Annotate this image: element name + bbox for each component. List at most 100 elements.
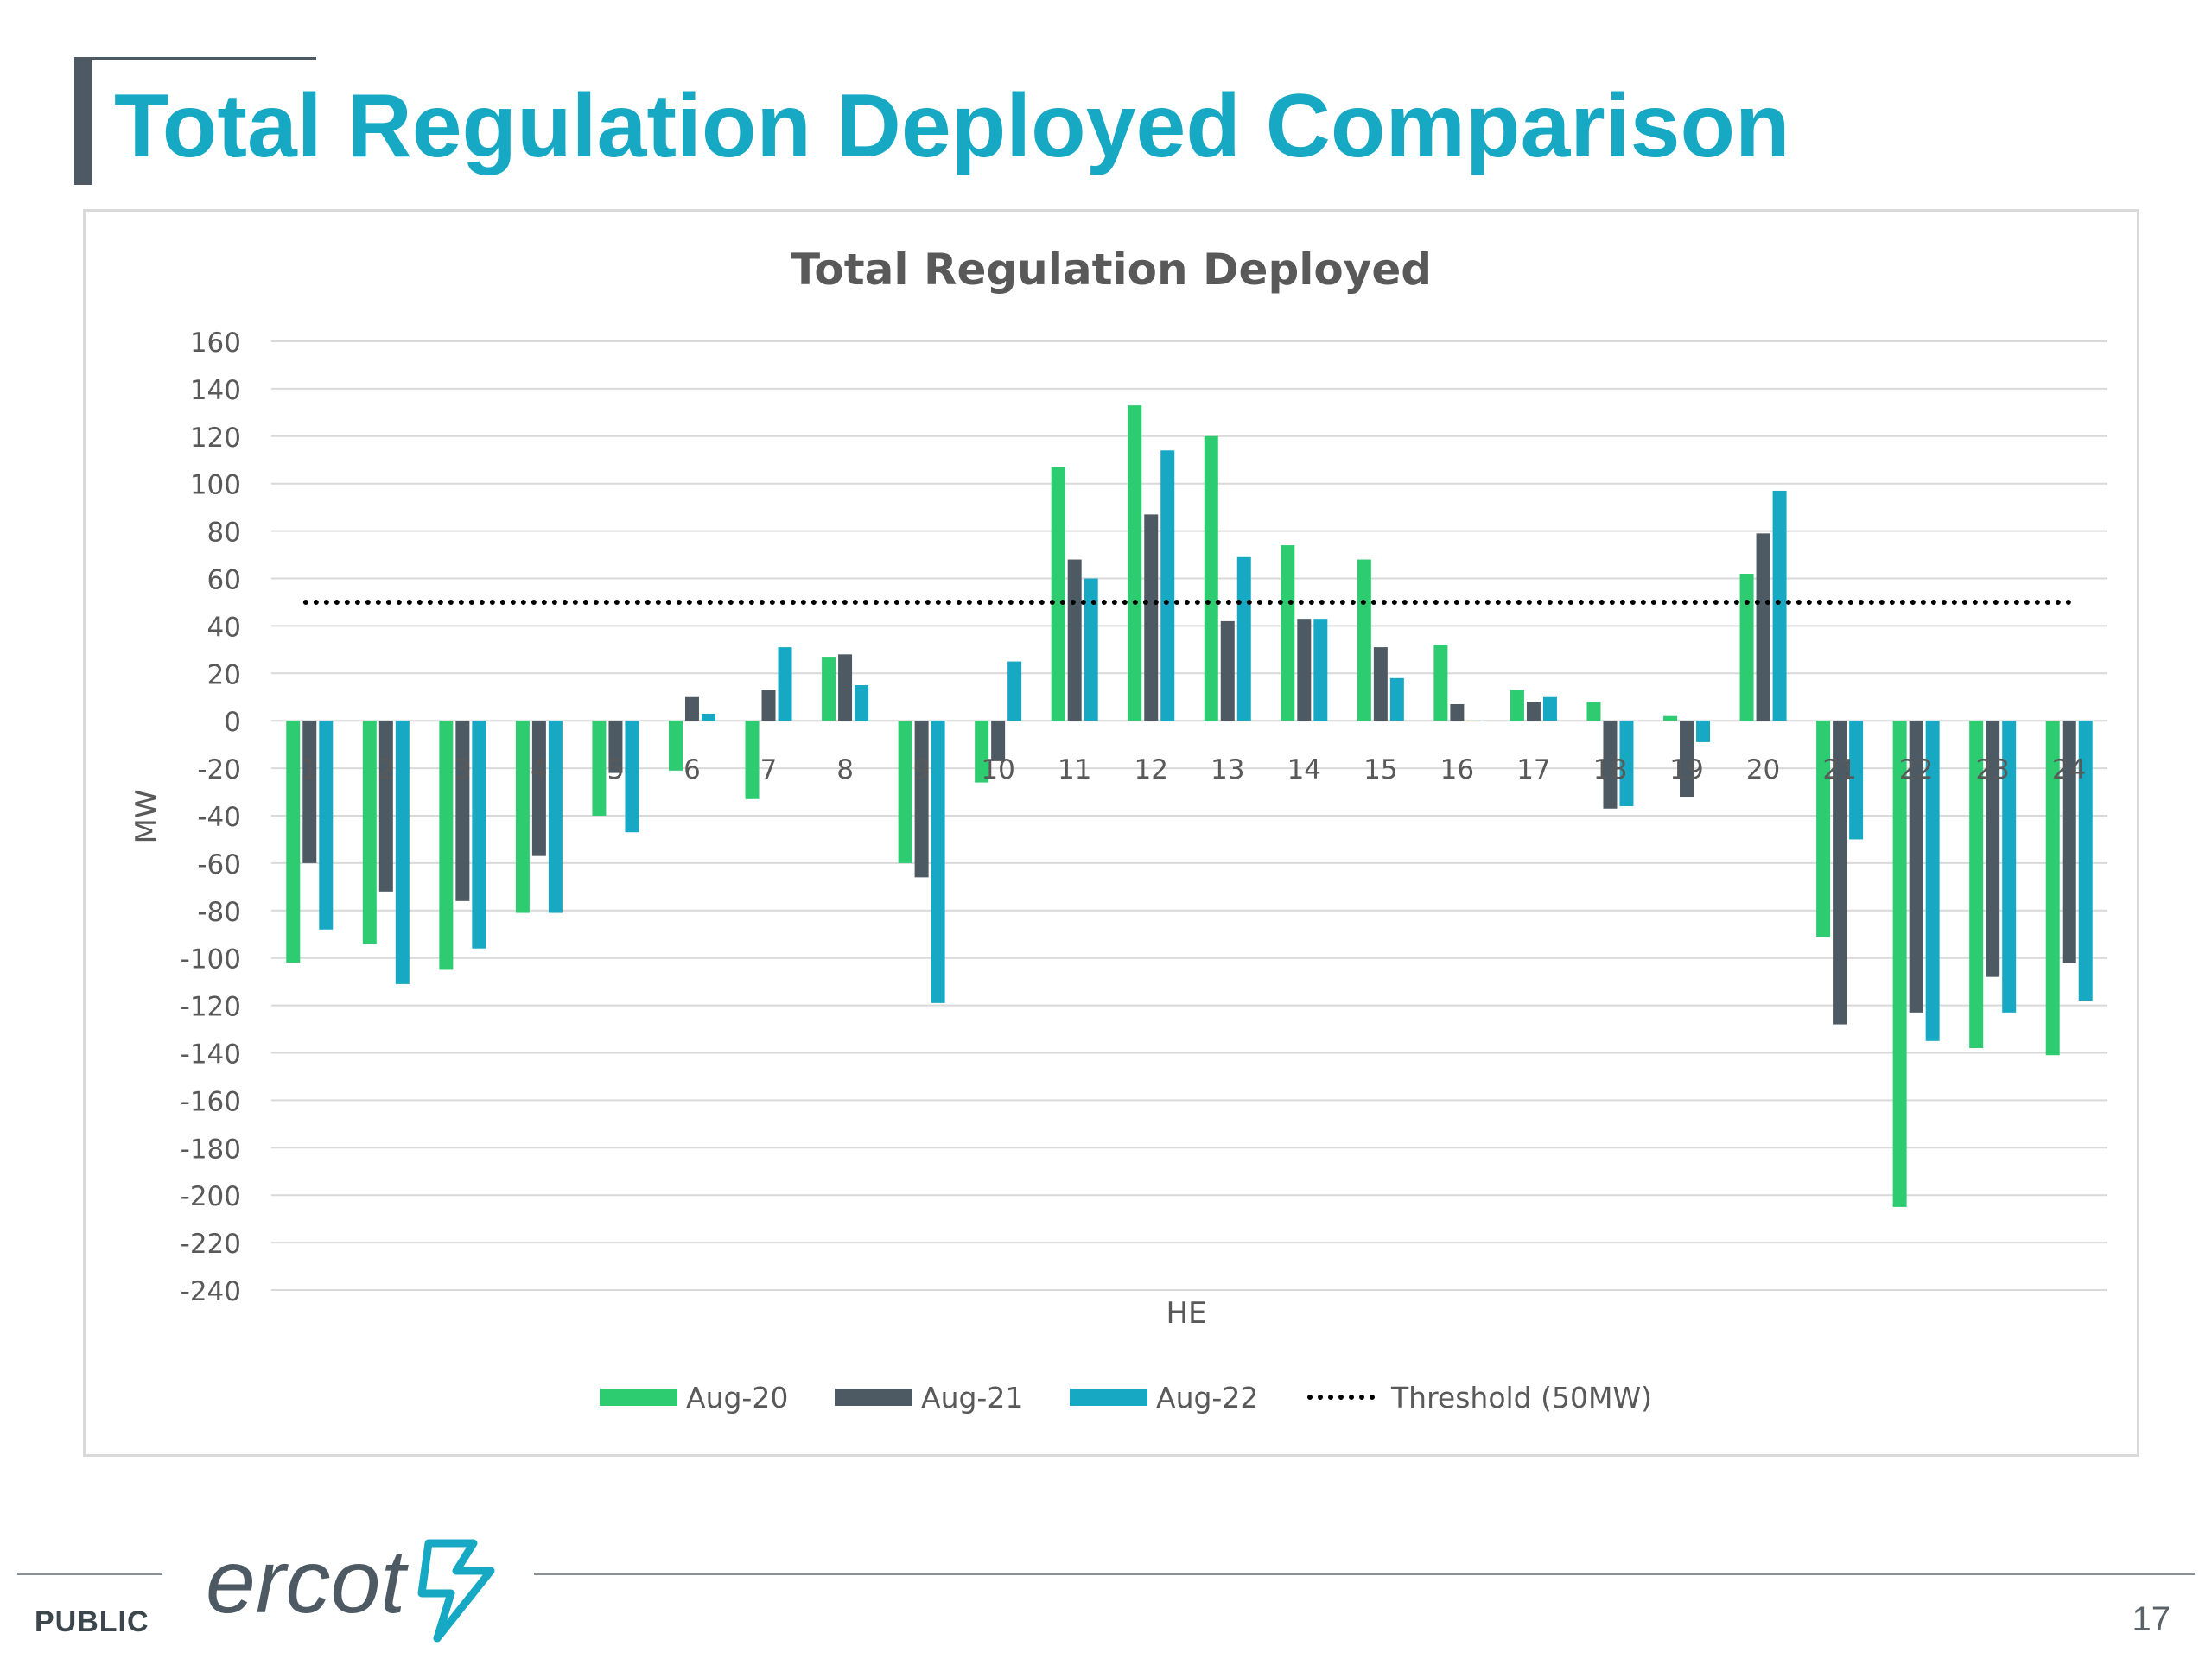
bar-aug-20-he10 — [975, 721, 989, 783]
bar-aug-22-he1 — [319, 721, 334, 930]
svg-text:ercot: ercot — [206, 1532, 409, 1632]
bar-aug-20-he21 — [1816, 721, 1831, 937]
bar-aug-21-he18 — [1603, 721, 1618, 809]
x-tick-label: 6 — [683, 754, 701, 785]
bar-aug-21-he3 — [455, 721, 470, 901]
y-tick-label: -80 — [197, 897, 241, 928]
bar-aug-20-he3 — [439, 721, 454, 970]
y-tick-label: -40 — [197, 802, 241, 833]
bar-aug-21-he24 — [2062, 721, 2076, 963]
bar-aug-21-he12 — [1144, 514, 1159, 721]
bar-aug-21-he21 — [1833, 721, 1847, 1025]
bar-aug-21-he6 — [684, 696, 699, 721]
x-tick-label: 15 — [1363, 754, 1397, 785]
bar-aug-21-he10 — [991, 721, 1006, 761]
bar-aug-22-he17 — [1542, 696, 1557, 721]
chart-title: Total Regulation Deployed — [791, 245, 1432, 295]
y-tick-label: -20 — [197, 754, 241, 785]
bar-aug-22-he12 — [1160, 450, 1175, 721]
bar-aug-20-he20 — [1739, 574, 1754, 721]
legend-swatch-aug-20 — [600, 1389, 677, 1406]
x-tick-label: 3 — [454, 754, 471, 785]
x-tick-label: 4 — [531, 754, 548, 785]
y-tick-label: -100 — [181, 944, 241, 976]
classification-label: PUBLIC — [35, 1605, 149, 1638]
chart-frame: 160 140 120 100 80 60 40 20 0 -20 -40 -60 -80 -100 -12… — [83, 209, 2139, 1457]
bar-aug-20-he4 — [515, 721, 530, 913]
bar-aug-22-he14 — [1313, 619, 1328, 721]
bar-aug-21-he19 — [1680, 721, 1694, 798]
bar-aug-21-he1 — [302, 721, 317, 863]
bar-aug-22-he13 — [1236, 556, 1251, 721]
bar-aug-22-he9 — [931, 721, 945, 1003]
x-tick-label: 18 — [1593, 754, 1627, 785]
bar-aug-22-he3 — [472, 721, 486, 949]
bar-aug-22-he5 — [625, 721, 639, 833]
bar-aug-20-he23 — [1969, 721, 1984, 1049]
x-tick-label: 24 — [2052, 754, 2086, 785]
title-accent-bar — [74, 57, 92, 185]
gridlines — [271, 340, 2107, 1291]
legend-swatch-aug-21 — [835, 1389, 912, 1406]
x-axis-label: HE — [1166, 1296, 1206, 1331]
footer-rule-left — [17, 1573, 162, 1575]
x-tick-label: 19 — [1669, 754, 1703, 785]
legend-swatch-aug-22 — [1070, 1389, 1147, 1406]
bar-aug-21-he22 — [1909, 721, 1923, 1013]
bar-chart: 160140120100806040200-20-40-60-80-100-12… — [130, 245, 2107, 1414]
bar-aug-20-he19 — [1663, 715, 1678, 721]
footer-rule-right — [534, 1573, 2195, 1575]
x-tick-label: 20 — [1746, 754, 1780, 785]
bar-aug-20-he22 — [1892, 721, 1907, 1207]
bar-aug-21-he5 — [608, 721, 623, 773]
bar-aug-22-he18 — [1619, 721, 1634, 807]
y-tick-label: -240 — [181, 1276, 241, 1307]
x-tick-label: 1 — [301, 754, 318, 785]
x-tick-label: 12 — [1135, 754, 1168, 785]
bar-aug-20-he6 — [668, 721, 683, 771]
bar-aug-22-he23 — [2002, 721, 2017, 1013]
slide-title: Total Regulation Deployed Comparison — [114, 76, 1790, 176]
x-tick-label: 5 — [607, 754, 625, 785]
bar-aug-20-he15 — [1357, 559, 1371, 721]
bar-aug-22-he4 — [548, 721, 563, 913]
bar-aug-21-he13 — [1220, 620, 1235, 721]
bar-aug-20-he7 — [745, 721, 760, 799]
bar-aug-22-he7 — [778, 647, 792, 721]
bar-aug-20-he8 — [822, 657, 836, 721]
title-accent-rule — [74, 57, 316, 60]
x-tick-label: 16 — [1440, 754, 1474, 785]
bar-aug-21-he17 — [1526, 702, 1541, 721]
y-tick-labels: 160 140 120 100 80 60 40 20 0 -20 -40 -60 -80 -100 -12… — [181, 327, 241, 1307]
bar-aug-21-he15 — [1373, 647, 1388, 721]
bar-aug-20-he17 — [1510, 690, 1524, 721]
y-tick-label: 100 — [190, 470, 241, 501]
y-tick-label: 160 — [190, 327, 241, 359]
y-tick-label: 60 — [207, 565, 241, 596]
bar-aug-21-he16 — [1450, 703, 1465, 721]
x-tick-label: 10 — [981, 754, 1014, 785]
bar-aug-21-he9 — [914, 721, 929, 878]
x-tick-label: 7 — [760, 754, 778, 785]
x-tick-label: 9 — [913, 754, 931, 785]
bar-aug-20-he1 — [286, 721, 301, 963]
y-tick-label: 40 — [207, 612, 241, 643]
x-tick-labels: 1 2 3 4 5 6 7 8 9 10 11 12 13 14 15 16 17 18 19 20 21 22 23 24 — [301, 754, 2086, 785]
bar-aug-20-he13 — [1204, 435, 1218, 721]
y-tick-label: -160 — [181, 1086, 241, 1117]
bar-aug-20-he24 — [2045, 721, 2060, 1056]
bar-aug-22-he20 — [1772, 490, 1787, 721]
bar-aug-20-he5 — [592, 721, 607, 816]
legend: Aug-20 Aug-21 Aug-22 Threshold (50MW) — [600, 1381, 1652, 1414]
y-tick-label: -140 — [181, 1039, 241, 1071]
bar-aug-21-he23 — [1986, 721, 2000, 977]
x-tick-label: 11 — [1058, 754, 1091, 785]
bar-aug-22-he10 — [1007, 661, 1022, 721]
bar-aug-20-he2 — [362, 721, 377, 944]
bar-aug-21-he8 — [838, 654, 853, 721]
y-tick-label: -180 — [181, 1134, 241, 1165]
bar-aug-22-he6 — [701, 713, 715, 721]
bar-aug-20-he16 — [1433, 645, 1448, 721]
bar-aug-20-he9 — [898, 721, 912, 863]
bar-aug-22-he8 — [855, 685, 869, 721]
